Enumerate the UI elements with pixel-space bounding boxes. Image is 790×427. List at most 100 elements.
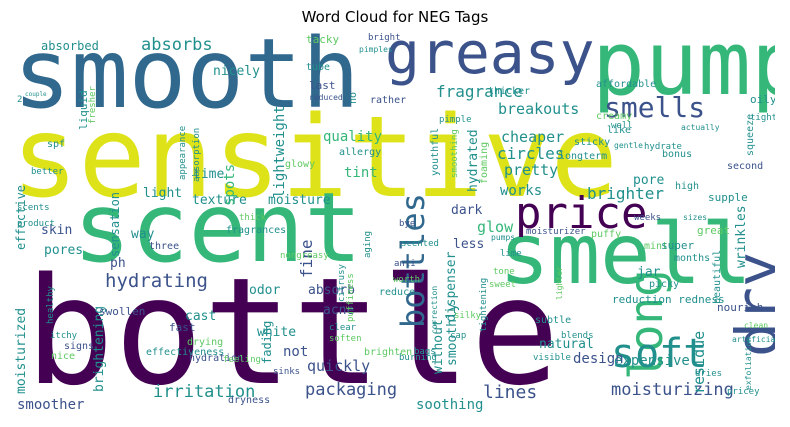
word: weeks — [634, 213, 662, 223]
word: itchy — [50, 331, 78, 341]
word: absorption — [192, 127, 202, 182]
word: thick — [239, 213, 267, 223]
word: supple — [708, 191, 748, 204]
word: dryness — [228, 395, 271, 406]
word: nourish — [717, 301, 764, 314]
word: reduction redness — [612, 293, 725, 306]
word: three — [149, 241, 180, 252]
word: light — [143, 186, 183, 201]
word: clear — [329, 323, 357, 333]
word: quality — [323, 129, 383, 145]
word: smooth — [13, 32, 360, 130]
word: soft — [611, 331, 708, 377]
word: spf — [47, 139, 66, 150]
word: longterm — [559, 151, 608, 162]
chart-title: Word Cloud for NEG Tags — [301, 8, 489, 26]
word: reduced — [309, 93, 343, 102]
word: smell — [499, 205, 752, 303]
word: soothing — [416, 397, 484, 413]
word: dries — [695, 369, 723, 379]
word: signs — [64, 341, 95, 352]
word: subtle — [535, 315, 572, 326]
word: scent — [73, 172, 362, 284]
word: swollen — [99, 305, 146, 318]
word: appearance — [178, 125, 188, 180]
word: soften — [329, 334, 362, 344]
word: blends — [561, 331, 594, 341]
word: pore — [633, 173, 665, 188]
word: puffy — [591, 229, 622, 240]
word: anti — [394, 259, 416, 269]
word: worth — [393, 275, 421, 285]
word: bags — [414, 347, 436, 357]
word: packaging — [305, 380, 398, 400]
word: natural — [539, 337, 594, 352]
word: aging — [363, 230, 373, 258]
word: super — [661, 239, 695, 252]
word: greasy — [385, 32, 595, 87]
word: second — [727, 161, 764, 172]
word: couple — [25, 91, 47, 98]
word: hydrate — [644, 142, 682, 152]
word: allergy — [339, 147, 382, 158]
word: foaming — [479, 141, 490, 184]
word: acne — [323, 303, 355, 318]
word: correction — [430, 285, 439, 334]
word: bonus — [662, 149, 693, 160]
word: lines — [483, 382, 538, 403]
word: works — [500, 183, 543, 199]
word: price — [515, 188, 648, 239]
word: irritation — [153, 382, 256, 402]
word: skin — [41, 223, 73, 238]
word: pretty — [504, 161, 559, 179]
word: product — [17, 219, 55, 229]
word: nicely — [213, 64, 260, 79]
word: smoothing — [450, 129, 460, 178]
word: rather — [370, 95, 407, 106]
word: bottle — [25, 246, 560, 414]
word: wrinkles — [734, 205, 749, 268]
word: affordable — [596, 79, 657, 90]
word: odor — [249, 283, 281, 298]
word: fast — [169, 321, 196, 334]
word: texture — [192, 193, 247, 208]
word: ph — [110, 256, 126, 271]
word: scented — [401, 239, 439, 249]
word: lightweight — [272, 105, 288, 198]
word: moisturized — [14, 307, 29, 394]
word: circles — [497, 144, 565, 163]
word: 2 — [17, 95, 23, 105]
word: sticky — [574, 137, 611, 148]
word: no — [348, 91, 359, 104]
word: nice — [51, 351, 76, 362]
word-cloud: bottle sensitive smooth scent smell pump… — [13, 32, 775, 414]
word: smells — [604, 91, 706, 124]
word: feeling — [223, 355, 261, 365]
word: creamy — [596, 111, 633, 122]
word: cap — [450, 331, 467, 341]
word: sizes — [683, 213, 708, 222]
word: tube — [306, 62, 331, 73]
word: cast — [185, 309, 217, 324]
word: fresher — [88, 86, 98, 124]
word: youthful — [430, 127, 441, 176]
word: residue — [690, 330, 708, 394]
word: artificial — [732, 335, 775, 344]
word: moisturizer — [526, 227, 586, 237]
word: pores — [44, 243, 84, 258]
word: hydrating — [105, 270, 208, 292]
word: gentle — [614, 141, 643, 150]
word: sinks — [273, 367, 301, 377]
word: cheaper — [501, 128, 565, 146]
word: glow — [477, 218, 514, 236]
word: not — [283, 344, 309, 360]
word: silky — [454, 311, 482, 321]
word: great — [697, 224, 731, 237]
word: like — [607, 125, 632, 136]
word: absorbed — [41, 39, 99, 53]
word: pricey — [727, 387, 760, 397]
word: brighter — [587, 184, 665, 203]
word: hydration — [189, 353, 244, 364]
word: citrusy — [337, 264, 347, 302]
word: moisture — [268, 193, 331, 208]
